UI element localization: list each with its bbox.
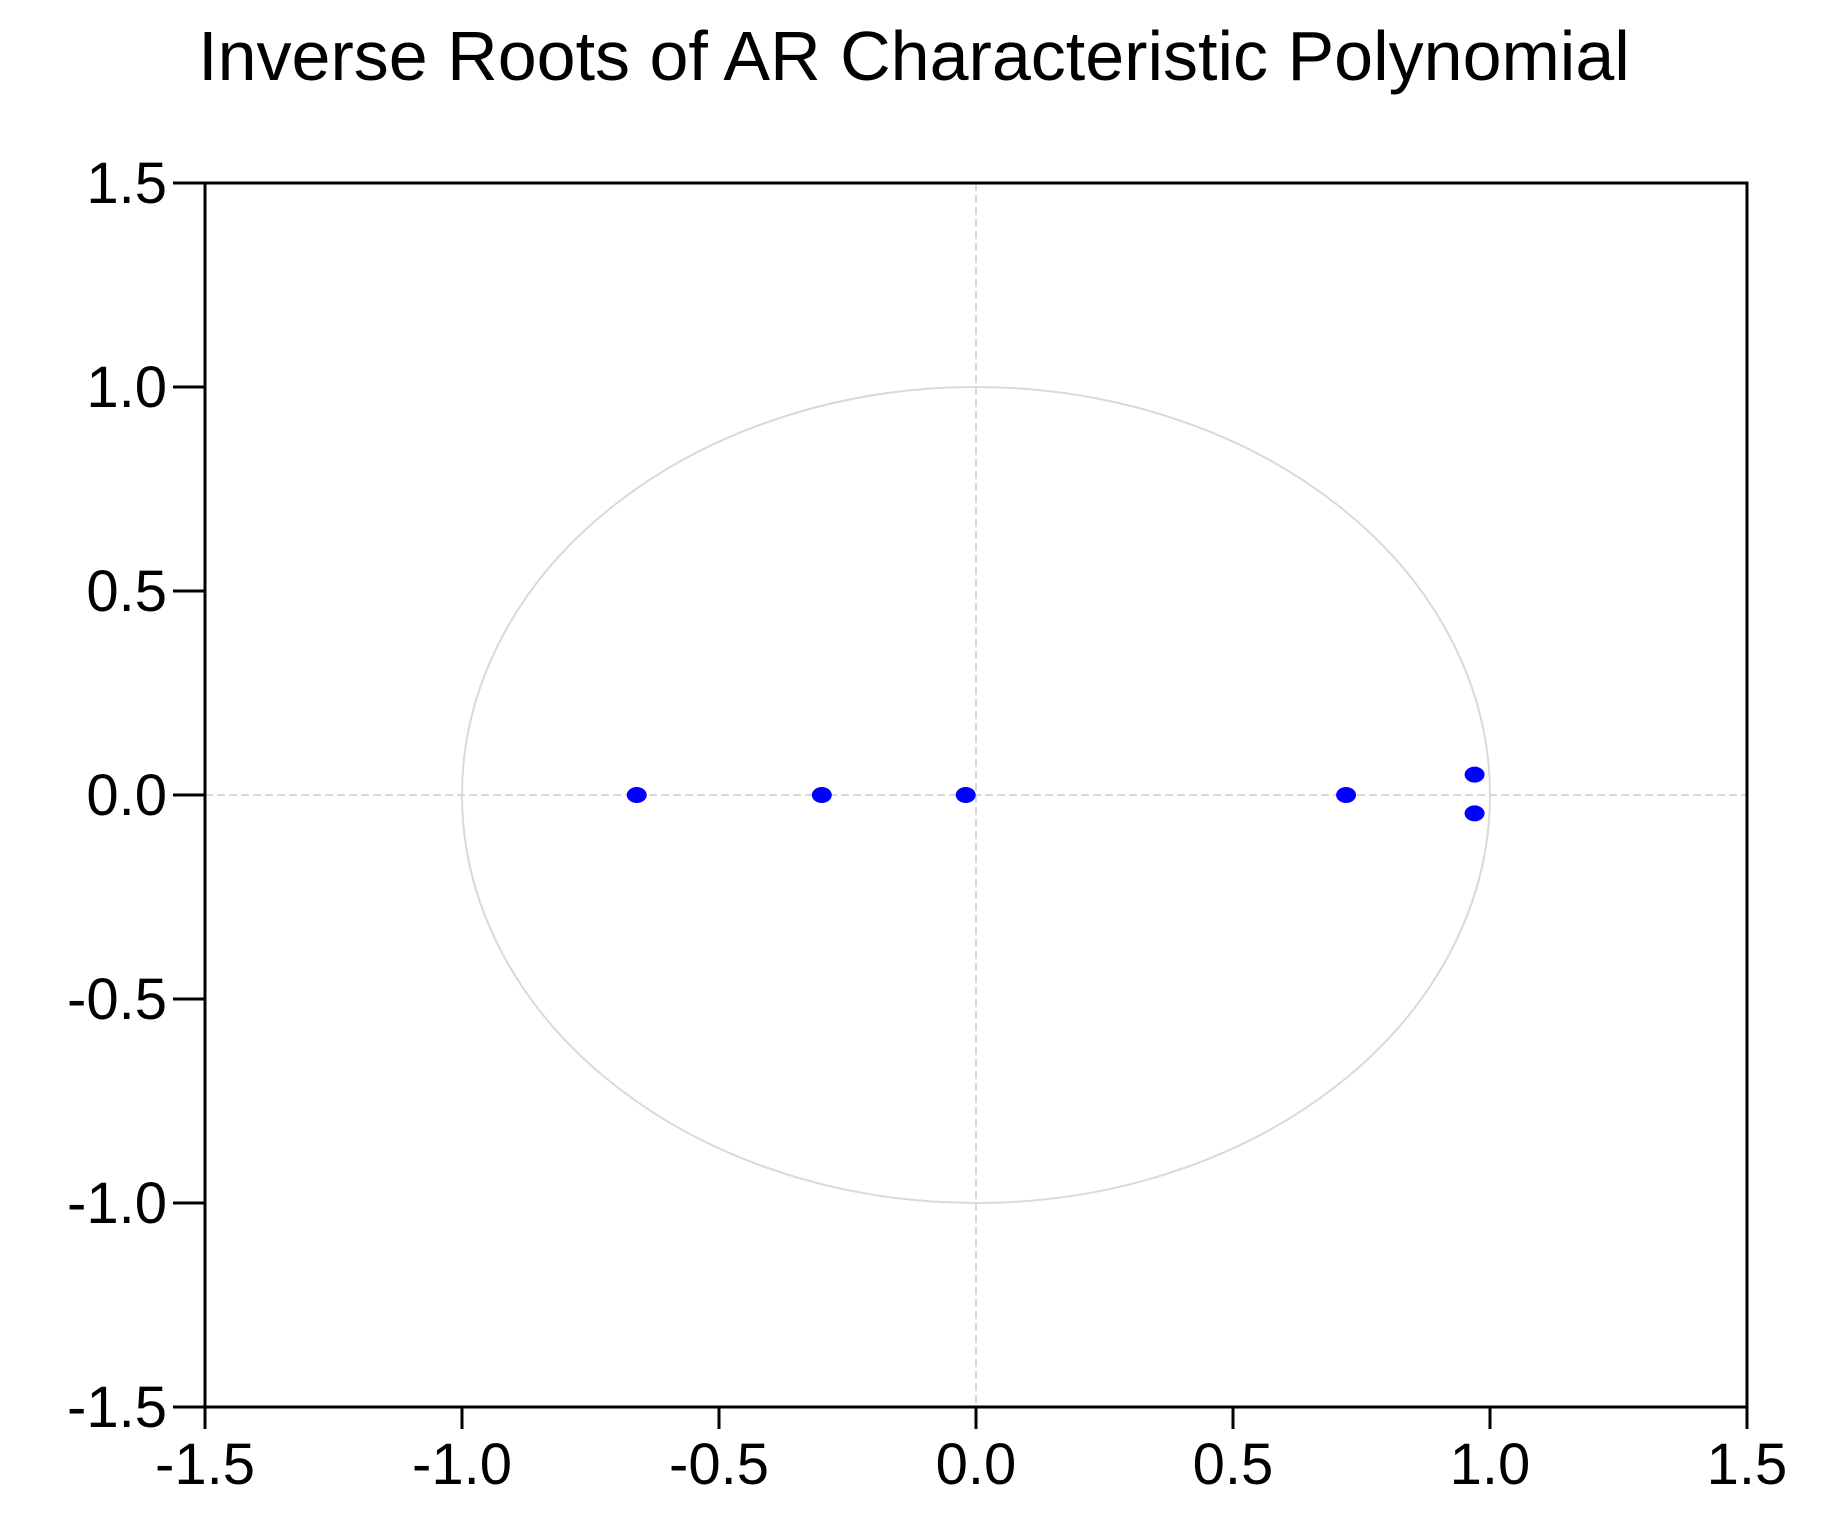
x-tick-label: -1.0 — [412, 1432, 512, 1497]
unit-circle — [461, 386, 1491, 1204]
y-tick-label: -0.5 — [67, 967, 167, 1032]
x-tick-label: 0.5 — [1193, 1432, 1274, 1497]
y-tick-label: 0.0 — [86, 763, 167, 828]
root-point-3 — [955, 787, 976, 803]
chart-title: Inverse Roots of AR Characteristic Polyn… — [198, 17, 1630, 95]
x-tick-label: 1.0 — [1450, 1432, 1531, 1497]
x-tick-label: 1.5 — [1707, 1432, 1788, 1497]
root-point-4 — [1336, 787, 1357, 803]
root-point-1 — [626, 787, 647, 803]
y-tick-label: 1.5 — [86, 151, 167, 216]
y-tick-label: 1.0 — [86, 355, 167, 420]
y-tick-label: -1.0 — [67, 1171, 167, 1236]
y-tick-label: -1.5 — [67, 1375, 167, 1440]
x-tick-label: -0.5 — [669, 1432, 769, 1497]
x-tick-label: 0.0 — [936, 1432, 1017, 1497]
y-tick-label: 0.5 — [86, 559, 167, 624]
root-point-5 — [1464, 766, 1485, 783]
x-tick-label: -1.5 — [155, 1432, 255, 1497]
root-point-2 — [811, 787, 832, 803]
root-point-6 — [1464, 805, 1485, 822]
